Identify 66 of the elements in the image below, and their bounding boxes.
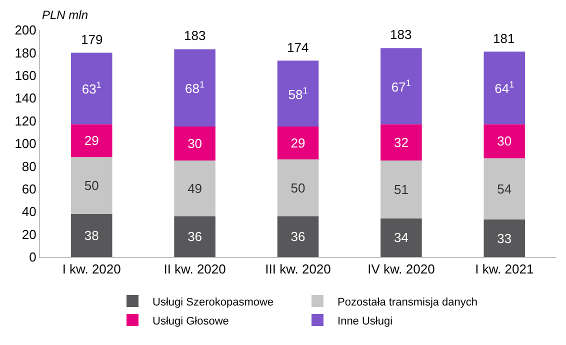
total-label: 181: [493, 31, 515, 46]
data-label: 49: [188, 180, 202, 196]
data-label: 67$^{1}$: [391, 78, 411, 94]
data-label: 36: [188, 229, 202, 244]
bar: [380, 160, 422, 218]
bar: [70, 52, 112, 124]
total-label: 179: [81, 32, 103, 47]
y-tick-label: 80: [22, 158, 36, 174]
bar: [484, 124, 526, 158]
x-tick-label: III kw. 2020: [265, 262, 331, 277]
bar: [70, 124, 112, 158]
bar: [70, 214, 112, 257]
legend-label: Inne Usługi: [338, 315, 393, 328]
data-label: 68$^{1}$: [185, 80, 205, 96]
bar: [174, 49, 216, 126]
bar: [174, 216, 216, 257]
bar: [380, 124, 422, 161]
data-label: 50: [84, 178, 99, 193]
y-tick-label: 20: [22, 226, 36, 242]
y-tick-label: 200: [14, 22, 36, 38]
bar: [277, 159, 319, 216]
bar: [277, 60, 319, 126]
data-label: 64$^{1}$: [494, 80, 514, 96]
bar: [484, 52, 526, 124]
total-label: 183: [390, 27, 412, 42]
bar: [174, 126, 216, 161]
data-label: 51: [394, 182, 408, 197]
data-label: 29: [84, 133, 99, 148]
data-label: 30: [188, 136, 202, 152]
x-tick-label: I kw. 2021: [475, 262, 534, 277]
data-label: 34: [394, 230, 408, 246]
bar: [380, 48, 422, 124]
y-tick-label: 40: [22, 204, 36, 220]
bar: [484, 158, 526, 220]
x-tick-label: IV kw. 2020: [368, 262, 435, 277]
data-label: 33: [497, 230, 512, 246]
data-label: 30: [497, 134, 512, 149]
legend-label: Usługi Głosowe: [152, 315, 229, 328]
bar: [70, 157, 112, 214]
bar: [277, 216, 319, 257]
x-tick-label: I kw. 2020: [62, 262, 121, 277]
bar: [277, 126, 319, 160]
total-label: 183: [184, 28, 206, 43]
data-label: 50: [290, 180, 306, 196]
data-label: 32: [394, 134, 408, 150]
y-tick-label: 180: [14, 45, 36, 60]
y-tick-label: 0: [29, 250, 36, 265]
y-tick-label: 100: [14, 136, 36, 152]
legend-label: Pozostała transmisja danych: [338, 296, 478, 308]
bar: [174, 160, 216, 216]
y-tick-label: 160: [14, 68, 36, 83]
data-label: 58$^{1}$: [288, 85, 308, 102]
y-axis-title: PLN mln: [42, 8, 88, 22]
y-tick-label: 60: [22, 181, 36, 196]
x-tick-label: II kw. 2020: [164, 262, 226, 277]
data-label: 38: [84, 228, 99, 243]
data-label: 54: [497, 181, 512, 196]
legend-label: Usługi Szerokopasmowe: [152, 296, 274, 308]
y-tick-label: 120: [14, 113, 36, 128]
data-label: 63$^{1}$: [82, 80, 102, 97]
bar: [484, 220, 526, 257]
data-label: 29: [290, 135, 306, 150]
bar: [380, 218, 422, 257]
total-label: 174: [287, 40, 309, 55]
y-tick-label: 140: [14, 90, 36, 106]
data-label: 36: [290, 229, 306, 244]
